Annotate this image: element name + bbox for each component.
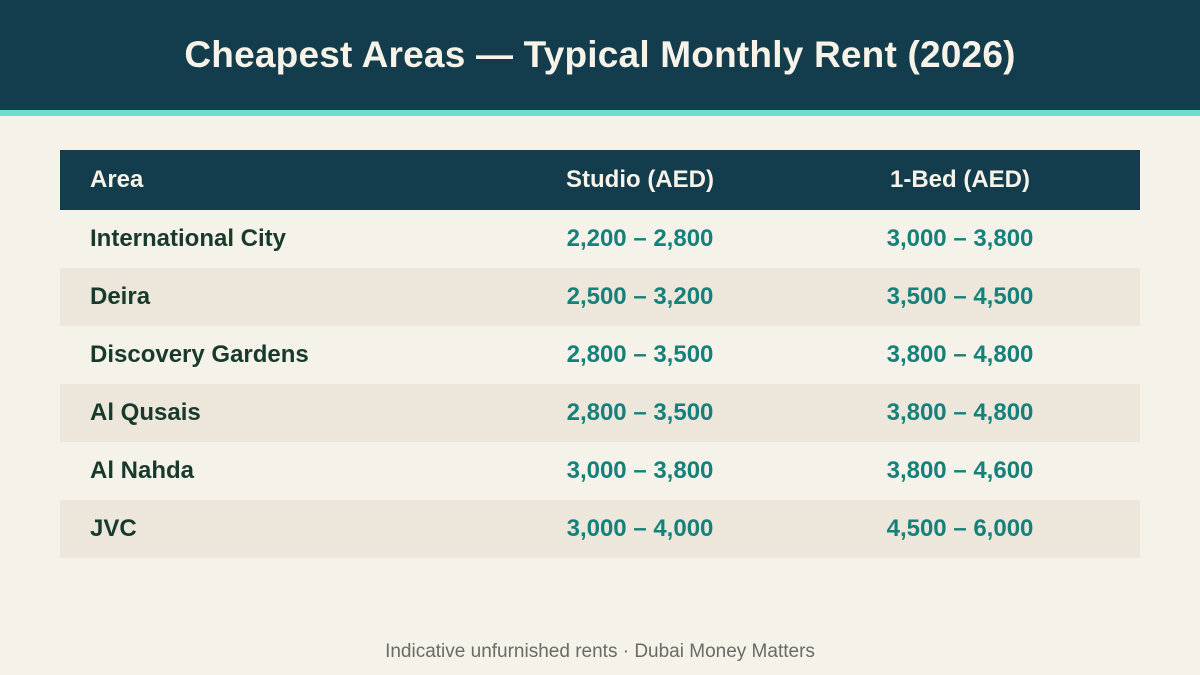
- studio-rent: 2,800 – 3,500: [566, 399, 714, 426]
- studio-rent: 2,800 – 3,500: [566, 341, 714, 368]
- studio-rent: 3,000 – 3,800: [566, 457, 714, 484]
- area-name: Discovery Gardens: [90, 341, 309, 368]
- table-header-row: Area Studio (AED) 1-Bed (AED): [60, 150, 1140, 210]
- page-title: Cheapest Areas — Typical Monthly Rent (2…: [184, 34, 1016, 75]
- area-name: Deira: [90, 283, 151, 310]
- one-bed-rent: 3,800 – 4,800: [886, 341, 1034, 368]
- title-banner: Cheapest Areas — Typical Monthly Rent (2…: [0, 0, 1200, 110]
- area-name: International City: [90, 225, 287, 252]
- accent-divider: [0, 110, 1200, 116]
- source-footnote: Indicative unfurnished rents · Dubai Mon…: [385, 641, 815, 662]
- table-row: Discovery Gardens 2,800 – 3,500 3,800 – …: [60, 326, 1140, 384]
- one-bed-rent: 3,800 – 4,600: [886, 457, 1034, 484]
- studio-rent: 3,000 – 4,000: [566, 515, 714, 542]
- area-name: Al Nahda: [90, 457, 195, 484]
- studio-rent: 2,500 – 3,200: [566, 283, 714, 310]
- column-header-area: Area: [90, 166, 144, 193]
- table-row: Deira 2,500 – 3,200 3,500 – 4,500: [60, 268, 1140, 326]
- studio-rent: 2,200 – 2,800: [566, 225, 714, 252]
- area-name: JVC: [90, 515, 137, 542]
- table-row: International City 2,200 – 2,800 3,000 –…: [60, 210, 1140, 268]
- area-name: Al Qusais: [90, 399, 201, 426]
- one-bed-rent: 3,500 – 4,500: [886, 283, 1034, 310]
- one-bed-rent: 4,500 – 6,000: [886, 515, 1034, 542]
- one-bed-rent: 3,000 – 3,800: [886, 225, 1034, 252]
- one-bed-rent: 3,800 – 4,800: [886, 399, 1034, 426]
- table-row: Al Nahda 3,000 – 3,800 3,800 – 4,600: [60, 442, 1140, 500]
- table-row: Al Qusais 2,800 – 3,500 3,800 – 4,800: [60, 384, 1140, 442]
- rent-table: Area Studio (AED) 1-Bed (AED) Internatio…: [60, 150, 1140, 558]
- column-header-one-bed: 1-Bed (AED): [889, 166, 1030, 193]
- column-header-studio: Studio (AED): [566, 166, 714, 193]
- table-row: JVC 3,000 – 4,000 4,500 – 6,000: [60, 500, 1140, 558]
